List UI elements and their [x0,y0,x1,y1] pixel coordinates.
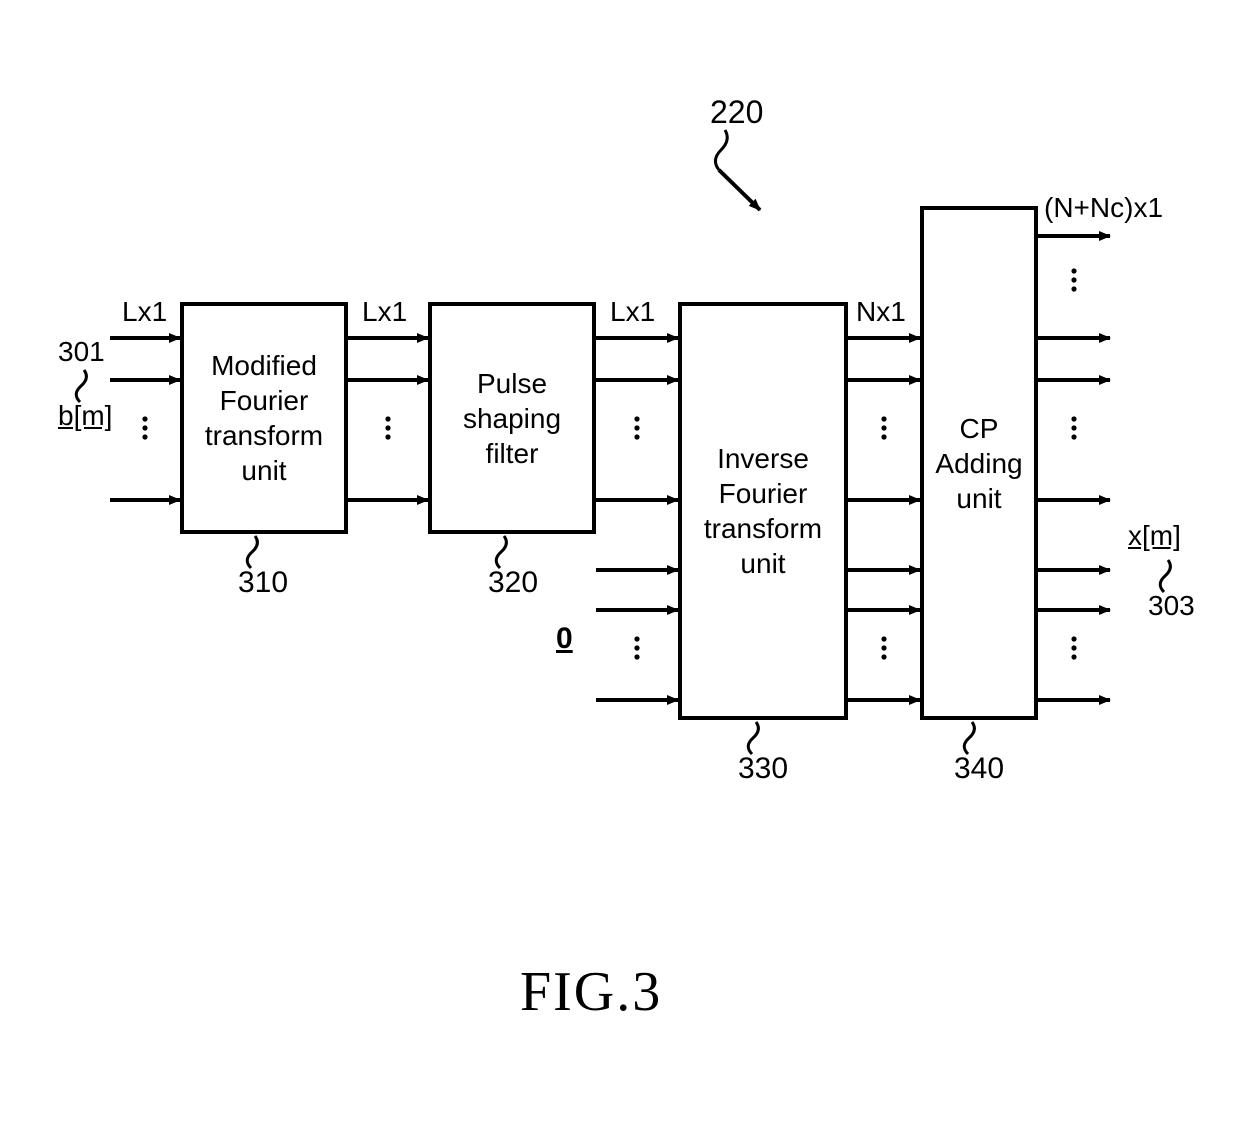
bus-label-Lx1-1: Lx1 [122,296,167,328]
block-ref-330: 330 [738,752,788,786]
bus-label-Nx1: Nx1 [856,296,906,328]
output-name-xm: x[m] [1128,520,1181,552]
block-ref-340: 340 [954,752,1004,786]
diagram-canvas: ModifiedFouriertransformunit Pulseshapin… [0,0,1240,1140]
input-name-bm: b[m] [58,400,112,432]
output-ref-303: 303 [1148,590,1195,622]
figure-caption: FIG.3 [520,960,662,1024]
bus-label-NNcx1: (N+Nc)x1 [1044,192,1163,224]
bus-label-Lx1-3: Lx1 [610,296,655,328]
input-ref-301: 301 [58,336,105,368]
block-label: ModifiedFouriertransformunit [205,348,323,488]
block-pulse-shaping-filter: Pulseshapingfilter [428,302,596,534]
block-label: Pulseshapingfilter [463,366,561,471]
block-label: CPAddingunit [935,411,1022,516]
block-label: InverseFouriertransformunit [704,441,822,581]
figure-ref-220: 220 [710,94,763,131]
block-modified-fourier: ModifiedFouriertransformunit [180,302,348,534]
block-ref-310: 310 [238,566,288,600]
bus-label-Lx1-2: Lx1 [362,296,407,328]
block-cp-adding: CPAddingunit [920,206,1038,720]
block-inverse-fourier: InverseFouriertransformunit [678,302,848,720]
block-ref-320: 320 [488,566,538,600]
zero-input-label: 0 [556,622,573,656]
